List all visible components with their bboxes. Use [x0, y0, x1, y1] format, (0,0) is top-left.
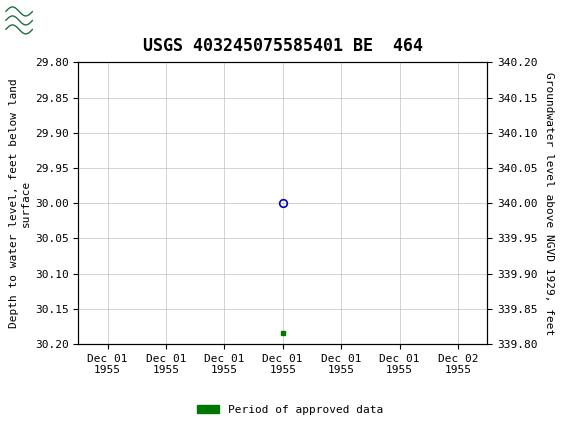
Bar — [5, 4, 71, 37]
Text: USGS: USGS — [35, 13, 82, 28]
Title: USGS 403245075585401 BE  464: USGS 403245075585401 BE 464 — [143, 37, 423, 55]
Y-axis label: Groundwater level above NGVD 1929, feet: Groundwater level above NGVD 1929, feet — [545, 71, 554, 335]
Legend: Period of approved data: Period of approved data — [193, 400, 387, 419]
Y-axis label: Depth to water level, feet below land
surface: Depth to water level, feet below land su… — [9, 78, 31, 328]
